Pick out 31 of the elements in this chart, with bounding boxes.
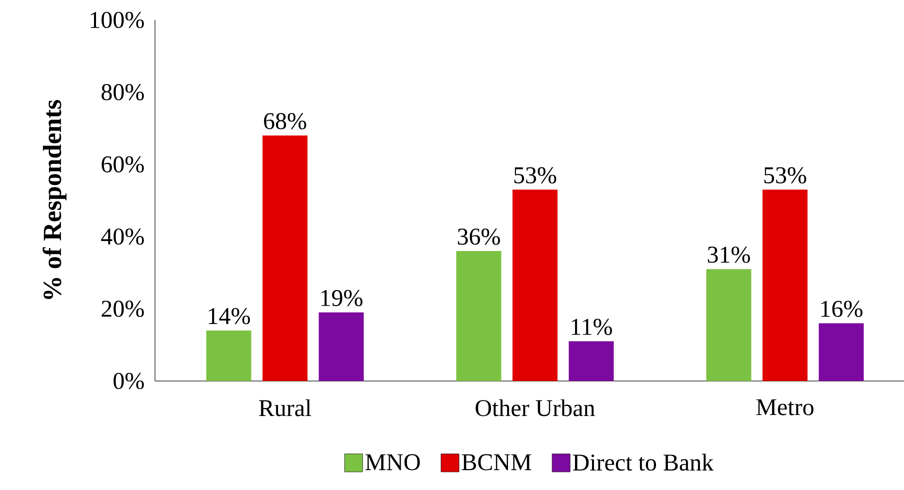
- x-tick-label: Metro: [756, 399, 814, 416]
- data-label: 31%: [708, 246, 750, 263]
- data-label: 68%: [264, 113, 306, 130]
- bar: [318, 312, 364, 381]
- y-tick-label: 100%: [90, 12, 144, 28]
- y-tick-label: 0%: [114, 372, 144, 390]
- bar: [262, 136, 308, 381]
- bar: [762, 190, 808, 381]
- data-label: 11%: [572, 318, 612, 336]
- y-tick-label: 80%: [102, 84, 144, 100]
- x-tick-label: Other Urban: [476, 399, 595, 416]
- y-tick-label: 20%: [102, 300, 144, 317]
- data-label: 53%: [514, 167, 556, 184]
- bar: [456, 251, 502, 381]
- bar: [706, 269, 752, 381]
- data-label: 53%: [764, 167, 806, 184]
- data-label: 36%: [458, 228, 500, 245]
- y-tick-label: 40%: [101, 228, 144, 245]
- data-label: 19%: [321, 290, 362, 306]
- bar: [206, 330, 252, 381]
- bar: [568, 341, 614, 381]
- legend-label: BCNM: [462, 454, 532, 470]
- y-tick-label: 60%: [102, 156, 144, 173]
- x-tick-label: Rural: [259, 399, 312, 416]
- y-axis-title: % of Respondents: [42, 100, 66, 299]
- bar: [818, 323, 864, 381]
- legend-label: Direct to Bank: [572, 454, 714, 471]
- bar: [512, 190, 558, 381]
- legend-label: MNO: [366, 454, 420, 470]
- data-label: 16%: [821, 300, 862, 318]
- data-label: 14%: [208, 308, 250, 324]
